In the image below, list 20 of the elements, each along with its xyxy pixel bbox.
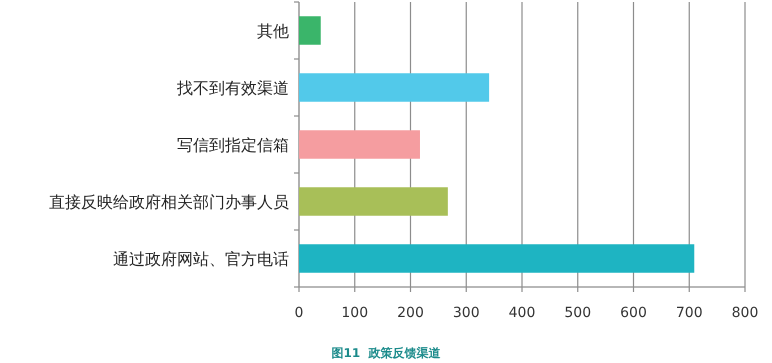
bar <box>299 244 694 273</box>
x-tick-label: 600 <box>620 305 647 321</box>
y-tick-label: 直接反映给政府相关部门办事人员 <box>49 192 289 212</box>
bar <box>299 187 448 216</box>
text: 图11 政策反馈渠道 <box>331 346 442 360</box>
x-tick-label: 500 <box>564 305 592 321</box>
x-tick-label: 200 <box>397 305 424 321</box>
bar <box>299 130 420 159</box>
x-tick-label: 400 <box>508 305 536 321</box>
bar <box>299 73 490 102</box>
x-tick-label: 700 <box>676 305 703 321</box>
x-tick-label: 100 <box>341 305 368 321</box>
y-tick-label: 通过政府网站、官方电话 <box>113 250 289 268</box>
x-tick-label: 800 <box>732 305 758 321</box>
x-tick-label: 0 <box>294 305 304 321</box>
y-tick-label: 找不到有效渠道 <box>176 78 289 98</box>
bar <box>299 16 321 45</box>
y-tick-label: 写信到指定信箱 <box>177 136 289 154</box>
y-tick-label: 其他 <box>257 22 289 40</box>
x-tick-label: 300 <box>452 305 480 321</box>
